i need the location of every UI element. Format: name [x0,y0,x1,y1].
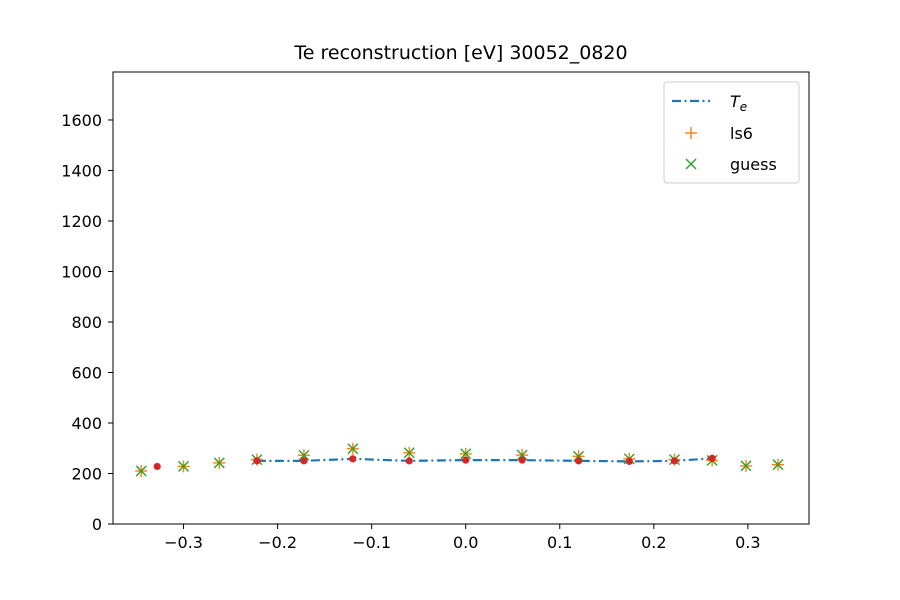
y-tick-label: 1400 [61,161,102,180]
chart-title: Te reconstruction [eV] 30052_0820 [293,42,627,64]
x-tick-label: 0.0 [453,533,478,552]
x-marker-b [403,447,415,459]
x-marker-b [740,460,752,472]
x-marker-b [178,460,190,472]
x-marker-b [347,443,359,455]
y-tick-label: 0 [92,515,102,534]
dot-marker [518,456,526,464]
y-tick-label: 1000 [61,262,102,281]
x-axis: −0.3 −0.2 −0.1 0.0 0.1 0.2 0.3 [164,524,761,552]
x-marker-b [213,457,225,469]
series-layer [135,442,784,477]
dot-marker [253,457,261,465]
dot-marker [349,455,357,463]
series-t-e [256,457,713,463]
y-axis: 0 200 400 600 800 1000 1200 1400 1600 [61,111,113,534]
x-marker-b [516,449,528,461]
legend-box [663,81,800,184]
series-points-3 [153,454,716,471]
dot-marker [462,456,470,464]
te-line [256,457,713,463]
x-tick-label: −0.3 [164,533,203,552]
plot-frame [112,71,810,525]
x-marker-b [460,448,472,460]
legend-te-label: Te [730,92,747,114]
legend: Te ls6 guess [663,81,800,184]
y-tick-label: 400 [71,414,102,433]
dot-marker [405,457,413,465]
x-tick-label: 0.3 [735,533,760,552]
dot-marker [300,457,308,465]
legend-ls6-label: ls6 [730,124,753,143]
x-tick-label: −0.2 [258,533,297,552]
legend-te-sub: e [740,100,747,114]
y-tick-label: 600 [71,363,102,382]
x-marker-b [772,459,784,471]
x-tick-label: −0.1 [352,533,391,552]
legend-te-main: T [730,92,741,111]
x-tick-label: 0.1 [547,533,572,552]
y-tick-label: 200 [71,464,102,483]
dot-marker [708,454,716,462]
x-marker-b [135,465,147,477]
y-tick-label: 800 [71,313,102,332]
legend-guess-label: guess [730,155,777,174]
y-tick-label: 1600 [61,111,102,130]
x-marker-b [298,449,310,461]
dot-marker [625,457,633,465]
x-marker-b [685,158,697,170]
y-tick-label: 1200 [61,212,102,231]
x-tick-label: 0.2 [641,533,666,552]
dot-marker [574,457,583,465]
series-guess [135,443,784,477]
dot-marker [153,462,161,471]
dot-marker [670,457,679,465]
